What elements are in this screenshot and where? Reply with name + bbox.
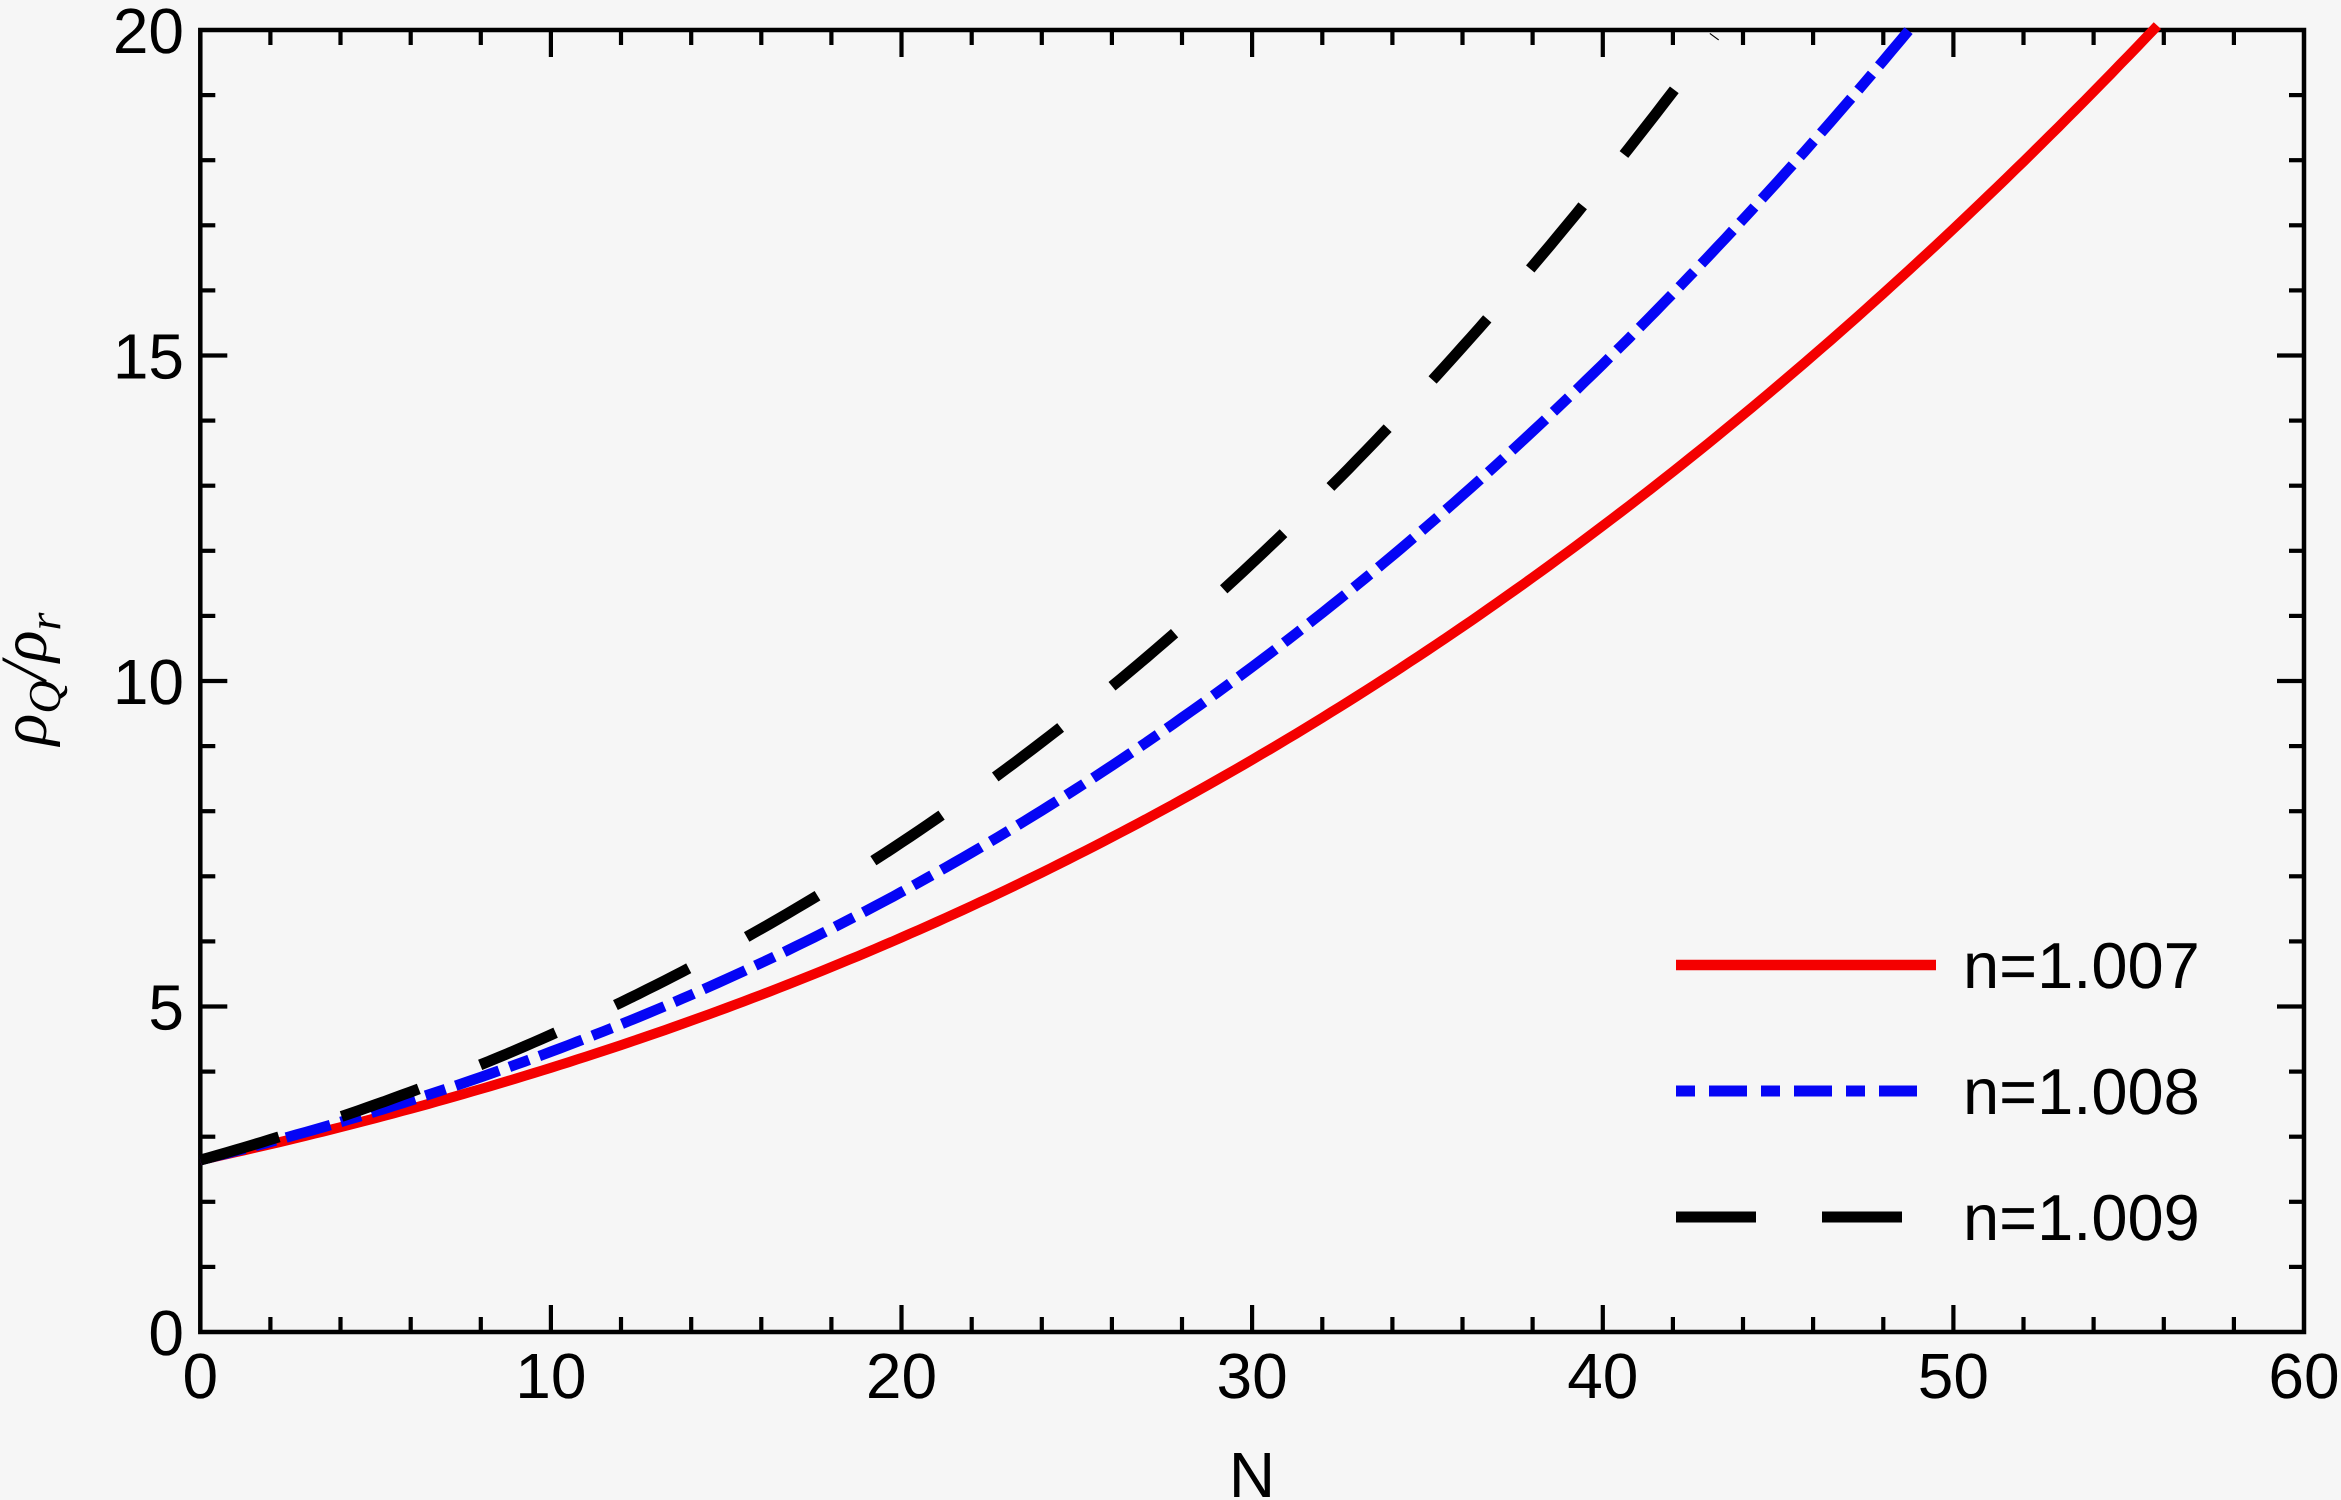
svg-text:15: 15 bbox=[113, 321, 184, 393]
svg-text:N: N bbox=[1229, 1439, 1275, 1500]
svg-text:n=1.008: n=1.008 bbox=[1963, 1055, 2200, 1128]
svg-text:20: 20 bbox=[113, 0, 184, 67]
svg-text:5: 5 bbox=[148, 972, 184, 1044]
svg-text:0: 0 bbox=[183, 1340, 219, 1412]
svg-text:10: 10 bbox=[515, 1340, 586, 1412]
svg-text:60: 60 bbox=[2268, 1340, 2339, 1412]
svg-text:0: 0 bbox=[148, 1297, 184, 1369]
svg-text:30: 30 bbox=[1217, 1340, 1288, 1412]
svg-text:40: 40 bbox=[1567, 1340, 1638, 1412]
svg-text:50: 50 bbox=[1918, 1340, 1989, 1412]
svg-text:20: 20 bbox=[866, 1340, 937, 1412]
svg-text:n=1.009: n=1.009 bbox=[1963, 1181, 2200, 1254]
svg-text:n=1.007: n=1.007 bbox=[1963, 929, 2200, 1002]
svg-text:10: 10 bbox=[113, 646, 184, 718]
